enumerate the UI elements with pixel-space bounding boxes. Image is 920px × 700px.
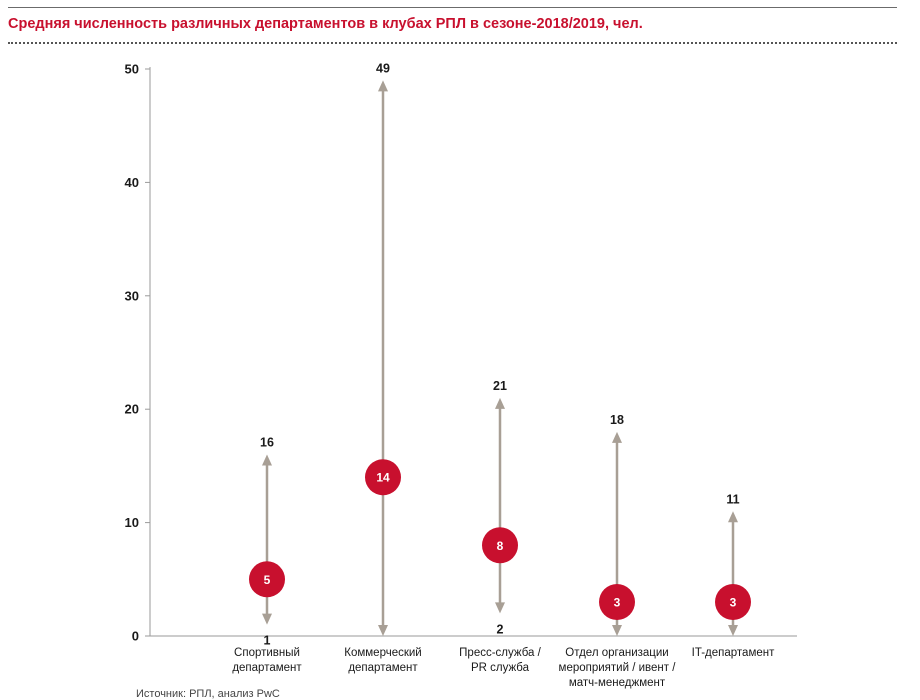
category-label-line: департамент	[348, 662, 418, 674]
max-value-label: 49	[376, 61, 390, 75]
category-label-line: Пресс-служба /	[459, 647, 541, 659]
average-value-label: 5	[264, 573, 271, 587]
category-label-line: департамент	[232, 662, 302, 674]
min-arrow-head	[378, 625, 388, 636]
min-arrow-head	[495, 602, 505, 614]
average-bubble	[715, 583, 751, 620]
average-bubble	[599, 583, 635, 620]
category-label: Спортивный департамент	[232, 647, 302, 674]
max-value-label: 21	[493, 379, 507, 393]
average-value-label: 8	[497, 539, 504, 553]
max-value-label: 16	[260, 436, 274, 450]
min-arrow-head	[262, 613, 272, 625]
chart-title: Средняя численность различных департамен…	[8, 16, 643, 32]
max-arrow-head	[612, 431, 622, 443]
average-value-label: 3	[730, 595, 737, 609]
category-label-line: матч-менеджмент	[569, 677, 666, 689]
category-label: Пресс-служба / PR служба	[459, 647, 541, 674]
average-bubble	[365, 459, 401, 496]
category-label-line: Коммерческий	[344, 647, 421, 659]
y-tick-label: 50	[125, 62, 139, 77]
max-arrow-head	[262, 454, 272, 466]
y-tick-label: 0	[132, 629, 139, 644]
max-arrow-head	[495, 397, 505, 409]
y-tick-label: 10	[125, 515, 139, 530]
average-bubble	[249, 561, 285, 598]
min-arrow-head	[728, 625, 738, 636]
category-label-line: мероприятий / ивент /	[559, 662, 677, 674]
min-arrow-head	[612, 625, 622, 636]
average-bubble	[482, 527, 518, 564]
max-value-label: 11	[726, 492, 739, 506]
category-label-line: PR служба	[471, 662, 530, 674]
y-tick-label: 20	[125, 402, 139, 417]
category-label: Коммерческий департамент	[344, 647, 421, 674]
max-arrow-head	[728, 511, 738, 523]
max-arrow-head	[378, 80, 388, 92]
source-footnote: Источник: РПЛ, анализ PwC	[136, 688, 280, 700]
category-label: IT-департамент	[692, 647, 775, 659]
y-tick-label: 30	[125, 288, 139, 303]
category-label-line: Спортивный	[234, 647, 300, 659]
dotted-divider	[8, 42, 897, 44]
min-value-label: 2	[497, 622, 504, 636]
top-rule	[8, 7, 897, 8]
average-value-label: 3	[614, 595, 621, 609]
category-label: Отдел организации мероприятий / ивент / ма…	[559, 647, 677, 689]
max-value-label: 18	[610, 413, 624, 427]
category-label-line: IT-департамент	[692, 647, 775, 659]
category-label-line: Отдел организации	[565, 647, 668, 659]
min-value-label: 1	[264, 634, 271, 648]
average-value-label: 14	[376, 471, 390, 485]
y-tick-label: 40	[125, 175, 139, 190]
